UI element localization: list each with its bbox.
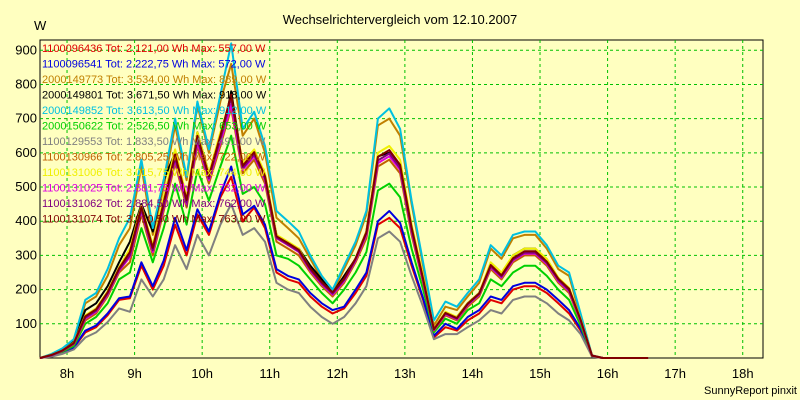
x-axis: 8h 9h 10h 11h 12h 13h 14h 15h 16h 17h 18h xyxy=(60,366,754,381)
y-tick-label: 700 xyxy=(15,111,37,126)
series-line-1100129553 xyxy=(39,203,649,359)
legend-entry-1100131006: 1100131006 Tot: 3.015,75 Wh Max: 744,00 … xyxy=(42,167,266,179)
y-tick-label: 100 xyxy=(15,316,37,331)
x-tick-label: 10h xyxy=(191,366,213,381)
series-line-2000149773 xyxy=(39,62,649,359)
chart-title: Wechselrichtervergleich vom 12.10.2007 xyxy=(283,12,518,27)
legend-entry-1100096541: 1100096541 Tot: 2.222,75 Wh Max: 572,00 … xyxy=(42,59,266,71)
grid xyxy=(40,40,763,358)
x-tick-label: 8h xyxy=(60,366,74,381)
series-line-1100096541 xyxy=(39,165,649,359)
y-axis: 100 200 300 400 500 600 700 800 900 xyxy=(15,42,37,331)
x-tick-label: 12h xyxy=(326,366,348,381)
x-tick-label: 18h xyxy=(732,366,754,381)
y-tick-label: 800 xyxy=(15,76,37,91)
legend-entry-2000149801: 2000149801 Tot: 3.671,50 Wh Max: 918,00 … xyxy=(42,90,267,102)
x-tick-label: 15h xyxy=(529,366,551,381)
legend: 1100096436 Tot: 2.121,00 Wh Max: 557,00 … xyxy=(42,43,267,226)
legend-entry-2000149773: 2000149773 Tot: 3.534,00 Wh Max: 889,00 … xyxy=(42,74,267,86)
x-tick-label: 13h xyxy=(394,366,416,381)
legend-entry-1100130966: 1100130966 Tot: 2.805,25 Wh Max: 722,00 … xyxy=(42,152,266,164)
legend-entry-2000149852: 2000149852 Tot: 3.613,50 Wh Max: 912,00 … xyxy=(42,105,267,117)
y-axis-unit: W xyxy=(34,18,47,33)
y-tick-label: 600 xyxy=(15,145,37,160)
legend-entry-1100129553: 1100129553 Tot: 1.833,50 Wh Max: 491,00 … xyxy=(42,136,266,148)
series-line-2000149852 xyxy=(39,42,649,359)
y-tick-label: 400 xyxy=(15,213,37,228)
x-tick-label: 17h xyxy=(664,366,686,381)
y-tick-label: 200 xyxy=(15,282,37,297)
y-tick-label: 500 xyxy=(15,179,37,194)
x-tick-label: 14h xyxy=(462,366,484,381)
series-line-2000150622 xyxy=(39,134,649,359)
legend-entry-1100131074: 1100131074 Tot: 3.010,50 Wh Max: 763,00 … xyxy=(42,214,266,226)
legend-entry-1100096436: 1100096436 Tot: 2.121,00 Wh Max: 557,00 … xyxy=(42,43,266,55)
x-tick-label: 16h xyxy=(597,366,619,381)
legend-entry-1100131062: 1100131062 Tot: 2.884,50 Wh Max: 762,00 … xyxy=(42,198,266,210)
x-tick-label: 11h xyxy=(259,366,280,381)
legend-entry-2000150622: 2000150622 Tot: 2.526,50 Wh Max: 653,00 … xyxy=(42,121,267,133)
series-line-1100131074 xyxy=(39,93,649,359)
series-lines xyxy=(39,42,649,359)
footer-credit: SunnyReport pinxit xyxy=(704,385,797,397)
legend-entry-1100131025: 1100131025 Tot: 2.881,75 Wh Max: 732,00 … xyxy=(42,183,266,195)
series-line-1100096436 xyxy=(39,175,649,359)
y-tick-label: 900 xyxy=(15,42,37,57)
x-tick-label: 9h xyxy=(127,366,141,381)
y-tick-label: 300 xyxy=(15,247,37,262)
